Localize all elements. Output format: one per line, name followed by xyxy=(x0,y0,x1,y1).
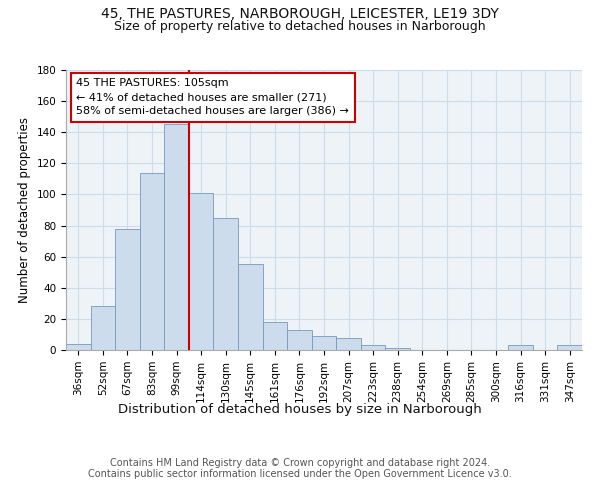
Bar xyxy=(336,338,361,350)
Bar xyxy=(287,330,312,350)
Text: Size of property relative to detached houses in Narborough: Size of property relative to detached ho… xyxy=(114,20,486,33)
Text: Distribution of detached houses by size in Narborough: Distribution of detached houses by size … xyxy=(118,402,482,415)
Bar xyxy=(66,344,91,350)
Bar xyxy=(312,336,336,350)
Bar xyxy=(508,346,533,350)
Bar xyxy=(189,193,214,350)
Bar xyxy=(361,346,385,350)
Bar xyxy=(263,322,287,350)
Bar xyxy=(238,264,263,350)
Bar xyxy=(557,346,582,350)
Y-axis label: Number of detached properties: Number of detached properties xyxy=(18,117,31,303)
Bar xyxy=(115,228,140,350)
Text: Contains HM Land Registry data © Crown copyright and database right 2024.
Contai: Contains HM Land Registry data © Crown c… xyxy=(88,458,512,479)
Bar xyxy=(140,172,164,350)
Bar xyxy=(385,348,410,350)
Bar xyxy=(91,306,115,350)
Text: 45 THE PASTURES: 105sqm
← 41% of detached houses are smaller (271)
58% of semi-d: 45 THE PASTURES: 105sqm ← 41% of detache… xyxy=(76,78,349,116)
Text: 45, THE PASTURES, NARBOROUGH, LEICESTER, LE19 3DY: 45, THE PASTURES, NARBOROUGH, LEICESTER,… xyxy=(101,8,499,22)
Bar xyxy=(214,218,238,350)
Bar xyxy=(164,124,189,350)
